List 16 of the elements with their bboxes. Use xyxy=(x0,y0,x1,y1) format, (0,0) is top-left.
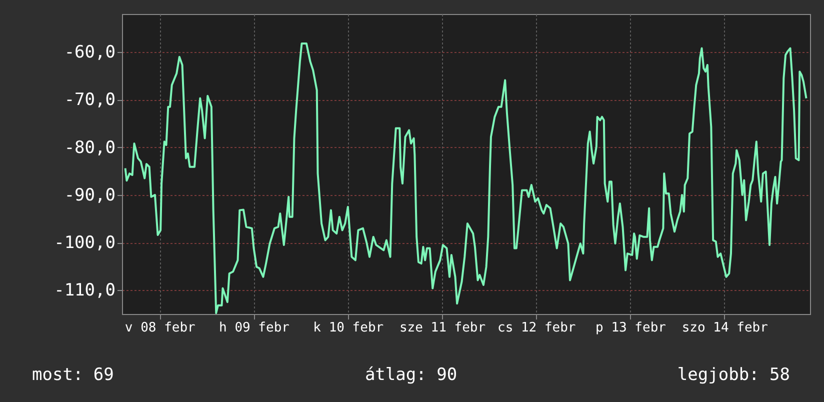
y-tick-label: -80,0 xyxy=(64,138,116,158)
x-tick-label: cs 12 febr xyxy=(497,320,576,336)
x-tick-label: szo 14 febr xyxy=(682,320,768,336)
y-tick-label: -90,0 xyxy=(64,185,116,206)
text: most: 69 xyxy=(32,365,114,385)
x-tick-label: sze 11 febr xyxy=(399,320,486,336)
x-tick-label: v 08 febr xyxy=(124,320,196,336)
y-tick-label: -70,0 xyxy=(64,90,116,110)
text: átlag: 90 xyxy=(364,365,458,385)
y-tick-label: -60,0 xyxy=(64,42,116,63)
x-tick-label: h 09 febr xyxy=(219,320,290,336)
x-tick-label: p 13 febr xyxy=(596,320,666,336)
y-tick-label: -100,0 xyxy=(54,233,116,254)
y-tick-label: -110,0 xyxy=(54,280,116,301)
text: legjobb: 58 xyxy=(677,365,790,385)
x-tick-label: k 10 febr xyxy=(313,320,384,336)
